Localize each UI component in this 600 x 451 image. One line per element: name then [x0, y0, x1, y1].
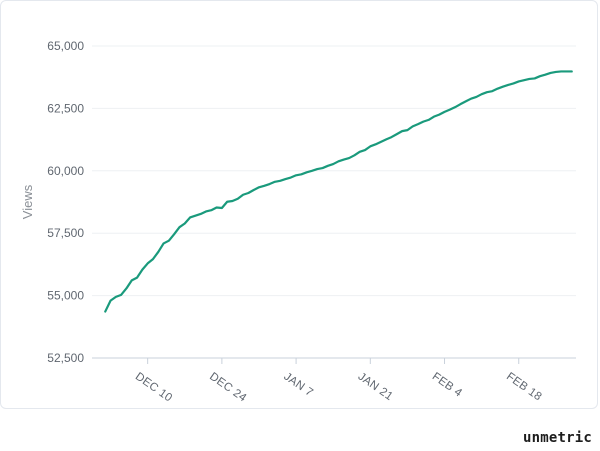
x-tick-label: FEB 4: [430, 371, 465, 400]
y-tick-label: 55,000: [47, 289, 84, 303]
y-axis-title: Views: [20, 184, 35, 219]
series: [104, 70, 573, 313]
brand-logo: unmetric: [523, 430, 593, 446]
x-tick-label: DEC 10: [133, 371, 174, 405]
x-tick-label: JAN 21: [356, 371, 395, 403]
x-tick-label: JAN 7: [281, 371, 315, 400]
x-tick-label: DEC 24: [207, 371, 249, 405]
y-tick-label: 57,500: [47, 226, 84, 240]
x-axis-ticks: DEC 10 DEC 24 JAN 7 JAN 21 FEB 4 FEB 18: [133, 358, 544, 405]
x-tick-label: FEB 18: [504, 371, 544, 404]
y-tick-label: 52,500: [47, 351, 84, 365]
y-axis-ticks: 52,500 55,000 57,500 60,000 62,500 65,000: [47, 39, 84, 365]
y-tick-label: 65,000: [47, 39, 84, 53]
gridlines: [92, 45, 576, 297]
series-line: [104, 70, 573, 313]
chart-card: [0, 0, 598, 409]
y-tick-label: 60,000: [47, 164, 84, 178]
y-tick-label: 62,500: [47, 101, 84, 115]
